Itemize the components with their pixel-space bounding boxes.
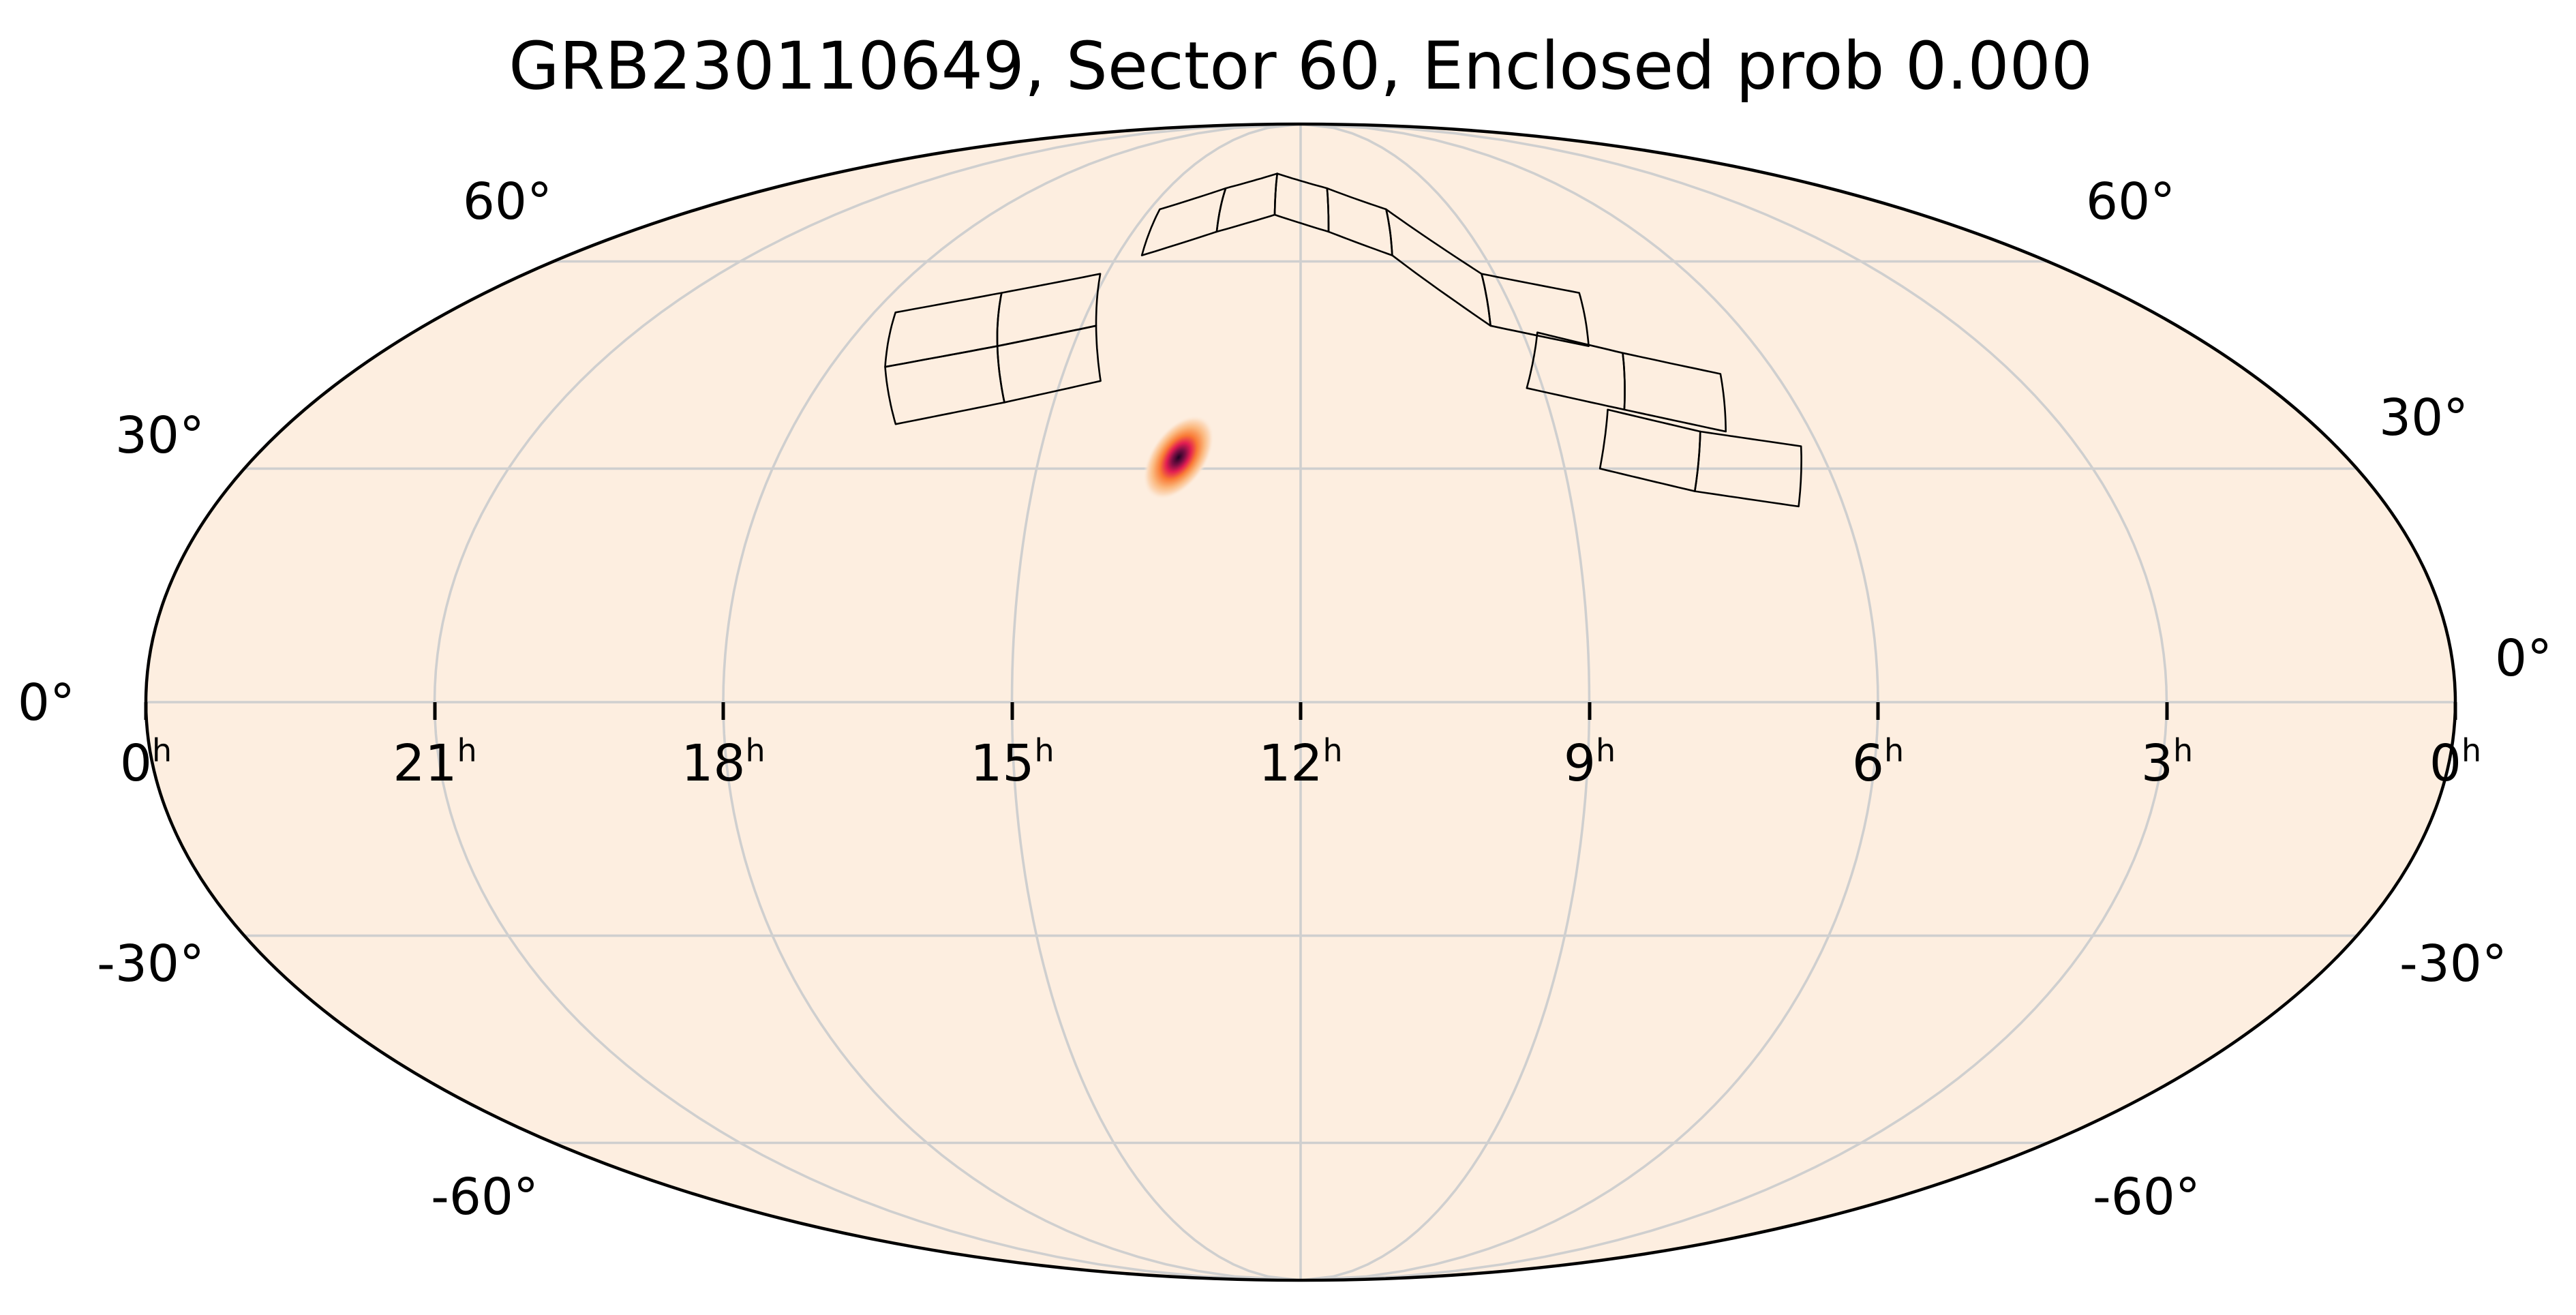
dec-tick-label-left: -60° <box>431 1168 539 1226</box>
ra-tick-label: 0h <box>2429 732 2481 793</box>
sector-footprint <box>996 324 1102 404</box>
dec-tick-labels: 60° 60° 30° 30° 0° 0° -30° -30° -60° -60° <box>18 172 2552 1226</box>
sector-footprint <box>1481 273 1590 348</box>
dec-tick-label-right: -60° <box>2093 1168 2200 1226</box>
dec-tick-label-left: -30° <box>97 935 204 993</box>
sector-footprint <box>1694 430 1802 508</box>
dec-tick-label-left: 0° <box>18 674 75 732</box>
ra-tick-label: 3h <box>2141 732 2193 793</box>
chart-title: GRB230110649, Sector 60, Enclosed prob 0… <box>509 28 2093 104</box>
probability-blob <box>1142 415 1215 500</box>
ra-tick-label: 18h <box>681 732 765 793</box>
dec-tick-label-left: 60° <box>463 172 552 231</box>
dec-tick-label-right: -30° <box>2399 935 2507 993</box>
ra-tick-label: 9h <box>1564 732 1616 793</box>
ra-tick-label: 15h <box>970 732 1054 793</box>
dec-tick-label-right: 30° <box>2379 389 2468 447</box>
ra-tick-marks <box>144 702 2457 720</box>
dec-tick-label-right: 0° <box>2495 629 2552 688</box>
ra-tick-label: 0h <box>120 732 172 793</box>
probability-blob-shape <box>1142 415 1215 500</box>
dec-tick-label-right: 60° <box>2086 172 2175 231</box>
dec-tick-label-left: 30° <box>115 406 204 465</box>
sector-footprints <box>884 172 1802 508</box>
ra-tick-label: 21h <box>393 732 476 793</box>
ra-tick-label: 12h <box>1258 732 1342 793</box>
ra-tick-label: 6h <box>1852 732 1904 793</box>
ra-tick-labels: 0h 21h 18h 15h 12h 9h 6h 3h 0h <box>120 732 2481 793</box>
sector-footprint <box>1622 352 1727 433</box>
